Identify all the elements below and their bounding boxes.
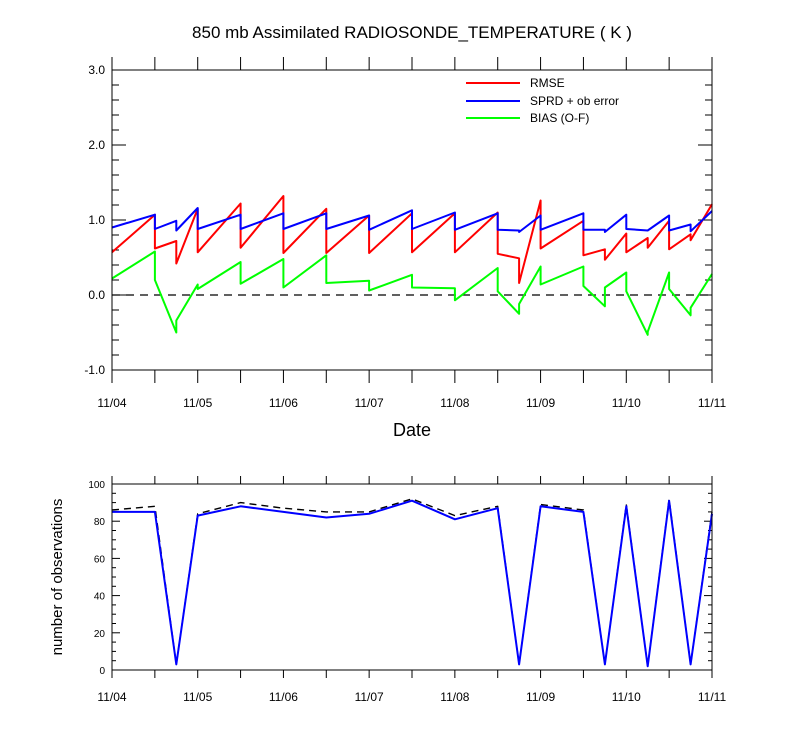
bottom-panel-series	[111, 498, 713, 668]
y-tick-label: 0	[99, 666, 105, 677]
series-line-rmse	[111, 195, 713, 284]
series-line-bias-o-f	[111, 250, 713, 336]
legend: RMSE SPRD + ob error BIAS (O-F)	[466, 76, 619, 125]
top-panel-frame	[111, 69, 713, 371]
y-tick-label: 2.0	[88, 138, 105, 152]
y-tick-label: 80	[94, 517, 106, 528]
x-tick-label: 11/08	[440, 690, 469, 704]
y-tick-label: 20	[94, 629, 106, 640]
x-tick-label: 11/10	[612, 690, 641, 704]
x-tick-label: 11/05	[183, 396, 212, 410]
series-line-used	[112, 499, 713, 668]
x-tick-label: 11/11	[698, 396, 727, 410]
x-axis-label: Date	[393, 420, 431, 440]
x-tick-label: 11/10	[612, 396, 641, 410]
y-axis-label-observations: number of observations	[49, 499, 66, 656]
x-tick-label: 11/07	[355, 690, 384, 704]
legend-label-bias: BIAS (O-F)	[530, 111, 589, 125]
bottom-panel-frame	[111, 483, 713, 671]
y-tick-label: 100	[88, 480, 105, 491]
y-tick-label: 40	[94, 592, 106, 603]
x-tick-label: 11/04	[97, 396, 126, 410]
series-line-sprd-ob-error	[111, 207, 713, 233]
y-tick-label: 3.0	[88, 63, 105, 77]
chart-title: 850 mb Assimilated RADIOSONDE_TEMPERATUR…	[192, 23, 632, 42]
top-panel-series	[111, 195, 713, 336]
x-tick-label: 11/09	[526, 690, 555, 704]
series-line-possible	[111, 498, 713, 667]
x-tick-label: 11/11	[698, 690, 727, 704]
x-tick-label: 11/08	[440, 396, 469, 410]
y-tick-label: 60	[94, 554, 106, 565]
top-panel-ticks: -1.0 0.0 1.0 2.0 3.0 11/04 11/05 11/06 11/07 11/0…	[84, 57, 726, 410]
x-tick-label: 11/05	[183, 690, 212, 704]
y-tick-label: -1.0	[84, 363, 105, 377]
x-tick-label: 11/06	[269, 690, 298, 704]
y-tick-label: 0.0	[88, 288, 105, 302]
x-tick-label: 11/06	[269, 396, 298, 410]
x-tick-label: 11/09	[526, 396, 555, 410]
x-tick-label: 11/04	[97, 690, 126, 704]
x-tick-label: 11/07	[355, 396, 384, 410]
legend-label-rmse: RMSE	[530, 76, 565, 90]
y-tick-label: 1.0	[88, 213, 105, 227]
legend-label-sprd: SPRD + ob error	[530, 94, 619, 108]
